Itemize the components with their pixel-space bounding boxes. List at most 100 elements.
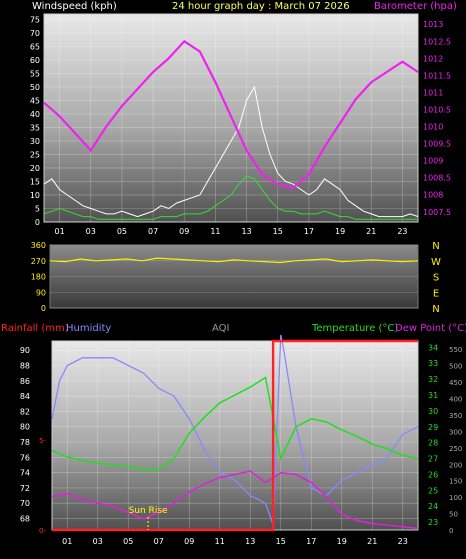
- tick-label-aqi: 400: [449, 396, 462, 404]
- tick-label-temperature: 27: [428, 455, 438, 464]
- rainfall-axis-label: Rainfall (mm): [1, 323, 69, 334]
- windspeed-axis-label: Windspeed (kph): [32, 1, 117, 12]
- tick-label-windspeed: 0: [35, 218, 40, 227]
- tick-label-barometer: 1012.5: [423, 37, 451, 46]
- tick-label-hour: 07: [154, 537, 164, 546]
- tick-label-hour: 13: [245, 537, 255, 546]
- tick-label-windspeed: 10: [30, 191, 40, 200]
- series-line-wind-direction: [49, 257, 419, 264]
- tick-label-hour: 23: [397, 227, 407, 236]
- tick-label-windspeed: 70: [30, 29, 40, 38]
- tick-label-hour: 03: [86, 227, 96, 236]
- tick-label-rainfall: 0-: [39, 527, 46, 535]
- tick-label-windspeed: 50: [30, 83, 40, 92]
- tick-label-humidity: 90: [20, 346, 30, 355]
- tick-label-humidity: 88: [20, 361, 30, 370]
- tick-label-hour: 23: [398, 537, 408, 546]
- tick-label-barometer: 1011: [423, 88, 443, 97]
- tick-label-hour: 05: [123, 537, 133, 546]
- tick-label-windspeed: 45: [30, 96, 40, 105]
- tick-label-humidity: 86: [20, 377, 30, 386]
- tick-label-barometer: 1013: [423, 20, 443, 29]
- barometer-axis-label: Barometer (hpa): [374, 1, 457, 12]
- tick-label-humidity: 80: [20, 423, 30, 432]
- tick-label-hour: 11: [210, 227, 220, 236]
- tick-label-aqi: 300: [449, 428, 462, 436]
- tick-label-hour: 19: [337, 537, 347, 546]
- tick-label-hour: 21: [367, 537, 377, 546]
- tick-label-hour: 17: [304, 227, 314, 236]
- tick-label-direction: 360: [31, 241, 46, 250]
- series-line-temperature: [51, 376, 419, 471]
- tick-label-windspeed: 40: [30, 110, 40, 119]
- tick-label-barometer: 1011.5: [423, 71, 451, 80]
- tick-label-hour: 17: [306, 537, 316, 546]
- tick-label-aqi: 250: [449, 445, 462, 453]
- tick-label-temperature: 31: [428, 391, 438, 400]
- tick-label-direction: 0: [41, 304, 46, 313]
- tick-label-hour: 11: [215, 537, 225, 546]
- tick-label-hour: 07: [148, 227, 158, 236]
- dewpoint-axis-label: Dew Point (°C): [395, 323, 466, 334]
- compass-label: S: [433, 273, 439, 284]
- tick-label-humidity: 78: [20, 438, 30, 447]
- tick-label-temperature: 32: [428, 375, 438, 384]
- tick-label-windspeed: 75: [30, 15, 40, 24]
- tick-label-rainfall: 5-: [39, 437, 46, 445]
- direction-plot-area: [49, 244, 419, 309]
- series-line-gust: [43, 175, 418, 220]
- compass-label: E: [433, 288, 439, 299]
- tick-label-barometer: 1007.5: [423, 208, 451, 217]
- tick-label-windspeed: 20: [30, 164, 40, 173]
- tick-label-hour: 09: [184, 537, 194, 546]
- tick-label-windspeed: 35: [30, 123, 40, 132]
- tick-label-barometer: 1008: [423, 191, 443, 200]
- tick-label-aqi: 550: [449, 346, 462, 354]
- tick-label-hour: 15: [273, 227, 283, 236]
- tick-label-barometer: 1009.5: [423, 140, 451, 149]
- tick-label-temperature: 26: [428, 470, 438, 479]
- tick-label-humidity: 70: [20, 499, 30, 508]
- tick-label-barometer: 1010: [423, 123, 443, 132]
- tick-label-direction: 180: [31, 273, 46, 282]
- tick-label-aqi: 450: [449, 379, 462, 387]
- tick-label-humidity: 82: [20, 407, 30, 416]
- tick-label-humidity: 74: [20, 469, 30, 478]
- tick-label-temperature: 29: [428, 423, 438, 432]
- tick-label-hour: 05: [117, 227, 127, 236]
- tick-label-humidity: 72: [20, 484, 30, 493]
- tick-label-barometer: 1009: [423, 157, 443, 166]
- tick-label-temperature: 23: [428, 518, 438, 527]
- tick-label-windspeed: 15: [30, 177, 40, 186]
- series-line-dew-point: [51, 470, 419, 530]
- tick-label-windspeed: 60: [30, 56, 40, 65]
- tick-label-hour: 15: [276, 537, 286, 546]
- tick-label-hour: 03: [93, 537, 103, 546]
- tick-label-direction: 90: [36, 288, 46, 297]
- tick-label-direction: 270: [31, 257, 46, 266]
- sunrise-label: Sun Rise: [129, 506, 168, 516]
- tick-label-hour: 01: [62, 537, 72, 546]
- tick-label-barometer: 1008.5: [423, 174, 451, 183]
- tick-label-temperature: 30: [428, 407, 438, 416]
- aqi-axis-label: AQI: [212, 323, 230, 334]
- tick-label-temperature: 33: [428, 359, 438, 368]
- tick-label-temperature: 28: [428, 439, 438, 448]
- compass-label: W: [431, 257, 441, 268]
- humidity-axis-label: Humidity: [66, 323, 111, 334]
- multi-plot-area: [51, 340, 419, 531]
- compass-label: N: [432, 241, 439, 252]
- tick-label-temperature: 25: [428, 486, 438, 495]
- tick-label-hour: 13: [241, 227, 251, 236]
- tick-label-temperature: 34: [428, 343, 438, 352]
- compass-label: N: [432, 304, 439, 315]
- tick-label-aqi: 100: [449, 494, 462, 502]
- tick-label-windspeed: 55: [30, 69, 40, 78]
- series-line-windspeed: [43, 85, 419, 218]
- series-line-rainfall: [52, 339, 418, 532]
- tick-label-hour: 19: [335, 227, 345, 236]
- tick-label-aqi: 150: [449, 478, 462, 486]
- series-line-humidity: [51, 334, 419, 525]
